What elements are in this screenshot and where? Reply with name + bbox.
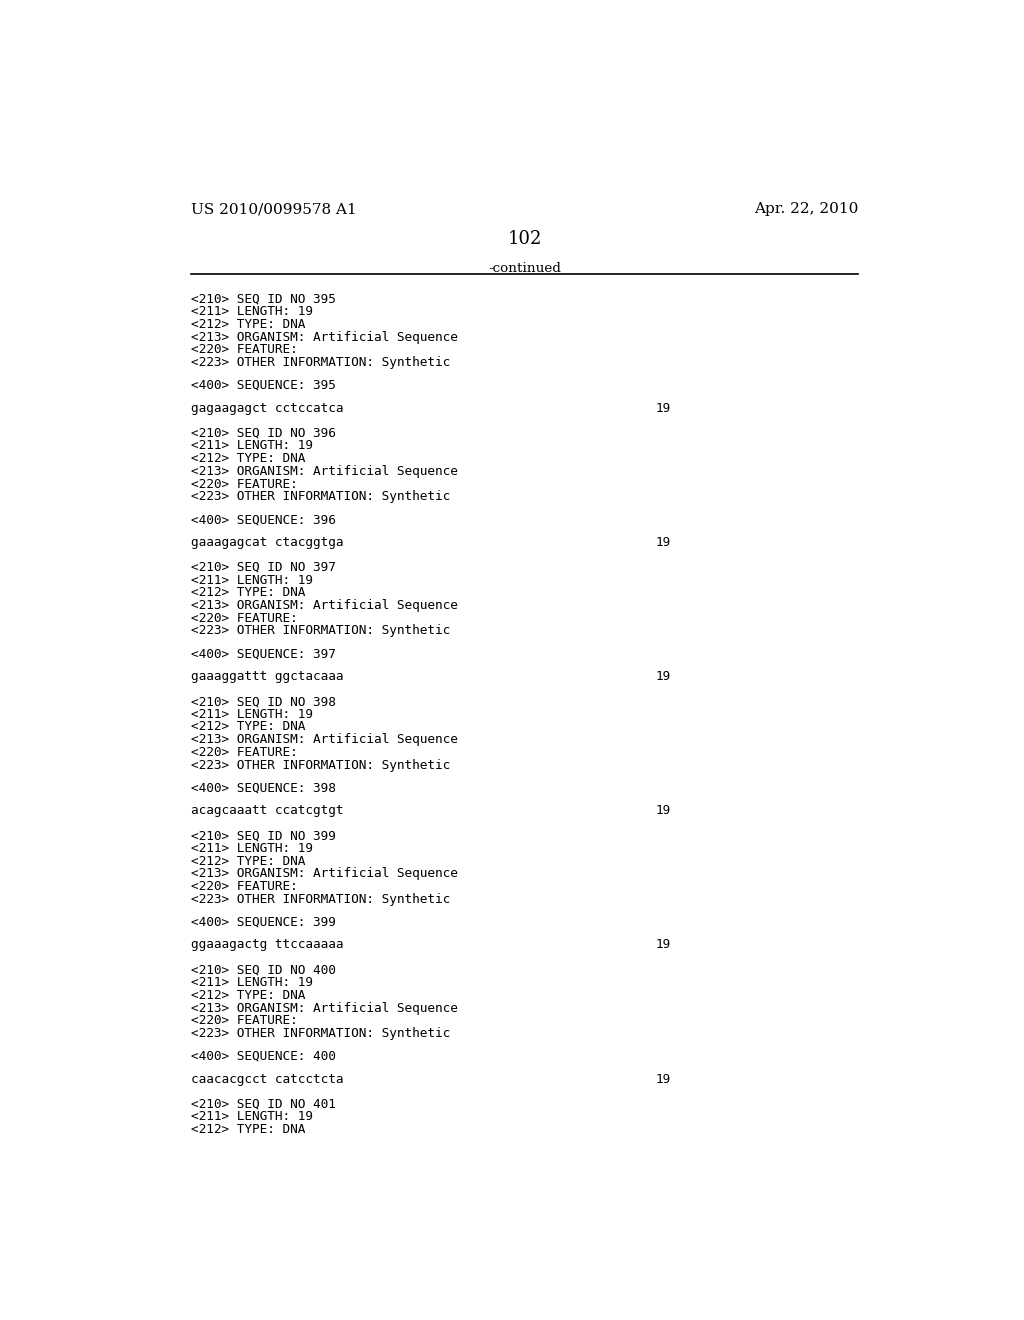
Text: <210> SEQ ID NO 400: <210> SEQ ID NO 400 bbox=[191, 964, 336, 977]
Text: 19: 19 bbox=[655, 804, 671, 817]
Text: <211> LENGTH: 19: <211> LENGTH: 19 bbox=[191, 1110, 313, 1123]
Text: <213> ORGANISM: Artificial Sequence: <213> ORGANISM: Artificial Sequence bbox=[191, 867, 459, 880]
Text: <223> OTHER INFORMATION: Synthetic: <223> OTHER INFORMATION: Synthetic bbox=[191, 624, 451, 638]
Text: <223> OTHER INFORMATION: Synthetic: <223> OTHER INFORMATION: Synthetic bbox=[191, 356, 451, 370]
Text: <210> SEQ ID NO 396: <210> SEQ ID NO 396 bbox=[191, 426, 336, 440]
Text: gaaaggattt ggctacaaa: gaaaggattt ggctacaaa bbox=[191, 671, 344, 684]
Text: gaaagagcat ctacggtga: gaaagagcat ctacggtga bbox=[191, 536, 344, 549]
Text: <211> LENGTH: 19: <211> LENGTH: 19 bbox=[191, 708, 313, 721]
Text: 19: 19 bbox=[655, 1073, 671, 1085]
Text: ggaaagactg ttccaaaaa: ggaaagactg ttccaaaaa bbox=[191, 939, 344, 952]
Text: <220> FEATURE:: <220> FEATURE: bbox=[191, 880, 298, 894]
Text: Apr. 22, 2010: Apr. 22, 2010 bbox=[754, 202, 858, 216]
Text: <223> OTHER INFORMATION: Synthetic: <223> OTHER INFORMATION: Synthetic bbox=[191, 759, 451, 772]
Text: 19: 19 bbox=[655, 401, 671, 414]
Text: <211> LENGTH: 19: <211> LENGTH: 19 bbox=[191, 440, 313, 453]
Text: <211> LENGTH: 19: <211> LENGTH: 19 bbox=[191, 842, 313, 855]
Text: <220> FEATURE:: <220> FEATURE: bbox=[191, 478, 298, 491]
Text: <223> OTHER INFORMATION: Synthetic: <223> OTHER INFORMATION: Synthetic bbox=[191, 1027, 451, 1040]
Text: <211> LENGTH: 19: <211> LENGTH: 19 bbox=[191, 305, 313, 318]
Text: caacacgcct catcctcta: caacacgcct catcctcta bbox=[191, 1073, 344, 1085]
Text: acagcaaatt ccatcgtgt: acagcaaatt ccatcgtgt bbox=[191, 804, 344, 817]
Text: <213> ORGANISM: Artificial Sequence: <213> ORGANISM: Artificial Sequence bbox=[191, 331, 459, 343]
Text: <400> SEQUENCE: 397: <400> SEQUENCE: 397 bbox=[191, 647, 336, 660]
Text: 102: 102 bbox=[508, 230, 542, 248]
Text: 19: 19 bbox=[655, 671, 671, 684]
Text: <211> LENGTH: 19: <211> LENGTH: 19 bbox=[191, 975, 313, 989]
Text: <212> TYPE: DNA: <212> TYPE: DNA bbox=[191, 721, 306, 734]
Text: <400> SEQUENCE: 400: <400> SEQUENCE: 400 bbox=[191, 1049, 336, 1063]
Text: <210> SEQ ID NO 399: <210> SEQ ID NO 399 bbox=[191, 829, 336, 842]
Text: 19: 19 bbox=[655, 536, 671, 549]
Text: -continued: -continued bbox=[488, 263, 561, 275]
Text: <210> SEQ ID NO 398: <210> SEQ ID NO 398 bbox=[191, 696, 336, 708]
Text: <400> SEQUENCE: 398: <400> SEQUENCE: 398 bbox=[191, 781, 336, 795]
Text: US 2010/0099578 A1: US 2010/0099578 A1 bbox=[191, 202, 357, 216]
Text: <212> TYPE: DNA: <212> TYPE: DNA bbox=[191, 318, 306, 331]
Text: <220> FEATURE:: <220> FEATURE: bbox=[191, 1014, 298, 1027]
Text: <220> FEATURE:: <220> FEATURE: bbox=[191, 746, 298, 759]
Text: 19: 19 bbox=[655, 939, 671, 952]
Text: <220> FEATURE:: <220> FEATURE: bbox=[191, 343, 298, 356]
Text: <223> OTHER INFORMATION: Synthetic: <223> OTHER INFORMATION: Synthetic bbox=[191, 892, 451, 906]
Text: <210> SEQ ID NO 397: <210> SEQ ID NO 397 bbox=[191, 561, 336, 574]
Text: <212> TYPE: DNA: <212> TYPE: DNA bbox=[191, 586, 306, 599]
Text: <212> TYPE: DNA: <212> TYPE: DNA bbox=[191, 854, 306, 867]
Text: <212> TYPE: DNA: <212> TYPE: DNA bbox=[191, 1123, 306, 1137]
Text: <400> SEQUENCE: 399: <400> SEQUENCE: 399 bbox=[191, 916, 336, 928]
Text: <213> ORGANISM: Artificial Sequence: <213> ORGANISM: Artificial Sequence bbox=[191, 599, 459, 612]
Text: <210> SEQ ID NO 395: <210> SEQ ID NO 395 bbox=[191, 293, 336, 305]
Text: gagaagagct cctccatca: gagaagagct cctccatca bbox=[191, 401, 344, 414]
Text: <213> ORGANISM: Artificial Sequence: <213> ORGANISM: Artificial Sequence bbox=[191, 733, 459, 746]
Text: <223> OTHER INFORMATION: Synthetic: <223> OTHER INFORMATION: Synthetic bbox=[191, 490, 451, 503]
Text: <400> SEQUENCE: 395: <400> SEQUENCE: 395 bbox=[191, 379, 336, 392]
Text: <220> FEATURE:: <220> FEATURE: bbox=[191, 611, 298, 624]
Text: <212> TYPE: DNA: <212> TYPE: DNA bbox=[191, 453, 306, 465]
Text: <210> SEQ ID NO 401: <210> SEQ ID NO 401 bbox=[191, 1097, 336, 1110]
Text: <400> SEQUENCE: 396: <400> SEQUENCE: 396 bbox=[191, 513, 336, 527]
Text: <211> LENGTH: 19: <211> LENGTH: 19 bbox=[191, 574, 313, 586]
Text: <213> ORGANISM: Artificial Sequence: <213> ORGANISM: Artificial Sequence bbox=[191, 1002, 459, 1015]
Text: <213> ORGANISM: Artificial Sequence: <213> ORGANISM: Artificial Sequence bbox=[191, 465, 459, 478]
Text: <212> TYPE: DNA: <212> TYPE: DNA bbox=[191, 989, 306, 1002]
